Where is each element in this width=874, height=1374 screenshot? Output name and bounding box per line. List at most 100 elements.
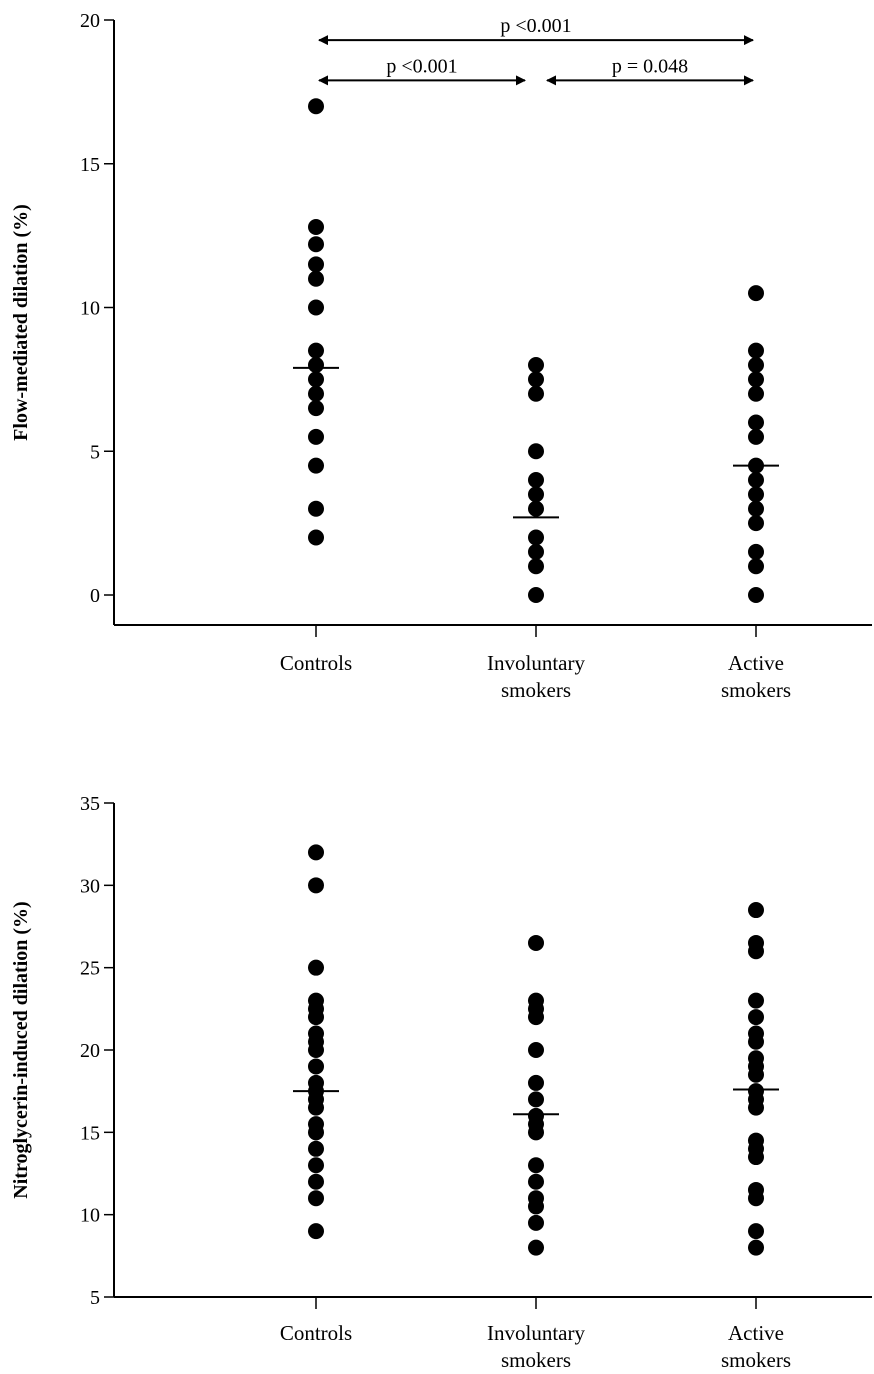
y-axis-title: Nitroglycerin-induced dilation (%) bbox=[10, 901, 32, 1198]
data-point bbox=[308, 1140, 324, 1157]
y-tick-label: 20 bbox=[80, 1040, 100, 1062]
data-point bbox=[528, 558, 544, 575]
data-point bbox=[308, 1223, 324, 1240]
data-point bbox=[308, 342, 324, 359]
data-point bbox=[308, 529, 324, 546]
category-label-line: Active bbox=[728, 1321, 784, 1345]
data-point bbox=[748, 1099, 764, 1116]
data-point bbox=[528, 1124, 544, 1141]
data-point bbox=[308, 357, 324, 373]
data-point bbox=[308, 1124, 324, 1141]
data-point bbox=[308, 256, 324, 273]
data-point bbox=[748, 558, 764, 575]
data-point bbox=[308, 428, 324, 445]
data-point bbox=[748, 486, 764, 503]
data-point bbox=[308, 371, 324, 388]
data-point bbox=[308, 219, 324, 235]
data-point bbox=[308, 1099, 324, 1116]
data-point bbox=[528, 1091, 544, 1108]
data-point bbox=[748, 285, 764, 302]
data-point bbox=[528, 472, 544, 488]
data-point bbox=[748, 357, 764, 373]
y-tick-label: 10 bbox=[80, 1205, 100, 1227]
data-point bbox=[308, 98, 324, 115]
data-point bbox=[528, 1239, 544, 1256]
data-point bbox=[748, 500, 764, 517]
data-point bbox=[748, 587, 764, 603]
data-point bbox=[528, 500, 544, 517]
data-point bbox=[528, 1042, 544, 1058]
data-point bbox=[308, 1042, 324, 1058]
y-tick-label: 15 bbox=[80, 1122, 100, 1144]
data-point bbox=[528, 385, 544, 402]
p-value-label: p <0.001 bbox=[386, 55, 457, 77]
data-point bbox=[528, 486, 544, 503]
data-point bbox=[528, 1157, 544, 1174]
category-label-line: smokers bbox=[721, 1348, 791, 1372]
flow-mediated-dilation-chart: 0 5 10 15 20 Flow-mediated dilation (%) Contro… bbox=[10, 10, 872, 702]
data-point bbox=[748, 1033, 764, 1050]
data-point bbox=[748, 1223, 764, 1240]
category-label: Controls bbox=[280, 651, 352, 675]
y-tick-label: 5 bbox=[90, 1287, 100, 1309]
data-point bbox=[528, 443, 544, 460]
data-point bbox=[748, 414, 764, 431]
data-point bbox=[528, 934, 544, 951]
y-tick-label: 15 bbox=[80, 154, 100, 176]
data-point bbox=[748, 1190, 764, 1207]
data-point bbox=[528, 1074, 544, 1091]
data-point bbox=[748, 371, 764, 388]
data-point bbox=[308, 1157, 324, 1174]
category-label: Involuntary smokers bbox=[487, 1321, 585, 1372]
data-point bbox=[528, 371, 544, 388]
category-label-line: Active bbox=[728, 651, 784, 675]
category-label: Controls bbox=[280, 1321, 352, 1345]
y-tick-label: 5 bbox=[90, 441, 100, 463]
category-label: Active smokers bbox=[721, 651, 791, 702]
data-point bbox=[308, 959, 324, 976]
data-point bbox=[528, 529, 544, 546]
data-point bbox=[748, 543, 764, 560]
data-point bbox=[748, 472, 764, 488]
category-label-line: Involuntary bbox=[487, 1321, 585, 1345]
data-point bbox=[748, 1009, 764, 1026]
y-tick-label: 25 bbox=[80, 958, 100, 980]
category-label-line: Involuntary bbox=[487, 651, 585, 675]
p-value-label: p <0.001 bbox=[500, 15, 571, 37]
category-label-line: Controls bbox=[280, 1321, 352, 1345]
data-point bbox=[748, 385, 764, 402]
data-point bbox=[748, 428, 764, 445]
data-point bbox=[308, 1009, 324, 1026]
data-point bbox=[748, 1239, 764, 1256]
category-label-line: smokers bbox=[501, 1348, 571, 1372]
y-axis-title: Flow-mediated dilation (%) bbox=[10, 204, 32, 441]
data-point bbox=[528, 1009, 544, 1026]
data-point bbox=[528, 1173, 544, 1190]
data-point bbox=[308, 844, 324, 861]
data-point bbox=[308, 236, 324, 253]
data-point bbox=[748, 902, 764, 919]
y-tick-label: 10 bbox=[80, 298, 100, 320]
category-label: Active smokers bbox=[721, 1321, 791, 1372]
y-tick-label: 30 bbox=[80, 875, 100, 897]
data-point bbox=[308, 385, 324, 402]
y-tick-label: 35 bbox=[80, 793, 100, 815]
data-point bbox=[528, 357, 544, 373]
data-point bbox=[748, 342, 764, 359]
data-point bbox=[748, 1149, 764, 1166]
p-value-label: p = 0.048 bbox=[612, 55, 688, 77]
data-point bbox=[748, 1066, 764, 1083]
data-point bbox=[528, 587, 544, 603]
data-point bbox=[528, 543, 544, 560]
category-label: Involuntary smokers bbox=[487, 651, 585, 702]
y-tick-label: 0 bbox=[90, 585, 100, 607]
data-point bbox=[308, 457, 324, 474]
data-point bbox=[528, 1214, 544, 1231]
data-point bbox=[308, 1173, 324, 1190]
data-point bbox=[308, 1190, 324, 1207]
category-label-line: smokers bbox=[501, 678, 571, 702]
data-point bbox=[308, 400, 324, 417]
data-point bbox=[748, 515, 764, 532]
nitroglycerin-induced-dilation-chart: 5 10 15 20 25 30 35 Nitroglycerin-induced dilat… bbox=[10, 793, 872, 1372]
